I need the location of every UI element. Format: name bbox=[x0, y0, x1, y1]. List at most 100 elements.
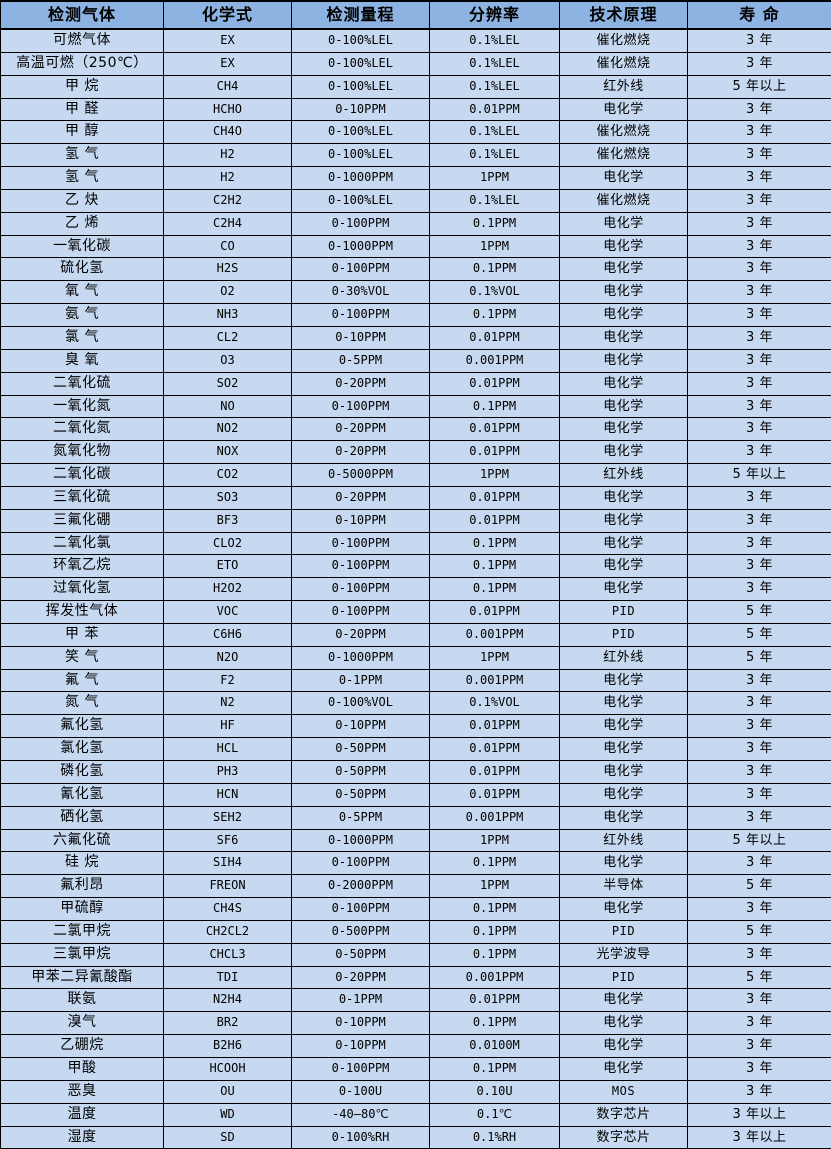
cell-tech: 数字芯片 bbox=[560, 1103, 688, 1126]
cell-life: 3 年 bbox=[688, 852, 831, 875]
cell-life: 5 年 bbox=[688, 646, 831, 669]
cell-gas: 挥发性气体 bbox=[1, 601, 164, 624]
cell-range: 0-1000PPM bbox=[292, 829, 430, 852]
cell-gas: 二氧化硫 bbox=[1, 372, 164, 395]
cell-tech: 红外线 bbox=[560, 646, 688, 669]
cell-tech: 电化学 bbox=[560, 532, 688, 555]
cell-formula: SO3 bbox=[164, 486, 292, 509]
cell-range: 0-10PPM bbox=[292, 326, 430, 349]
cell-range: 0-20PPM bbox=[292, 966, 430, 989]
column-header-range: 检测量程 bbox=[292, 1, 430, 29]
cell-tech: 电化学 bbox=[560, 1035, 688, 1058]
cell-range: 0-100%RH bbox=[292, 1126, 430, 1149]
cell-range: 0-1PPM bbox=[292, 669, 430, 692]
cell-res: 0.1PPM bbox=[430, 555, 560, 578]
cell-res: 0.01PPM bbox=[430, 98, 560, 121]
cell-life: 3 年 bbox=[688, 235, 831, 258]
cell-gas: 氨 气 bbox=[1, 304, 164, 327]
cell-formula: NH3 bbox=[164, 304, 292, 327]
cell-tech: 电化学 bbox=[560, 806, 688, 829]
cell-range: 0-50PPM bbox=[292, 783, 430, 806]
header-row: 检测气体 化学式 检测量程 分辨率 技术原理 寿 命 bbox=[1, 1, 831, 29]
cell-res: 0.01PPM bbox=[430, 372, 560, 395]
cell-tech: 电化学 bbox=[560, 989, 688, 1012]
cell-gas: 乙 烯 bbox=[1, 212, 164, 235]
cell-tech: 电化学 bbox=[560, 578, 688, 601]
cell-gas: 恶臭 bbox=[1, 1080, 164, 1103]
cell-gas: 硫化氢 bbox=[1, 258, 164, 281]
cell-life: 3 年 bbox=[688, 1057, 831, 1080]
cell-range: 0-5PPM bbox=[292, 349, 430, 372]
cell-life: 5 年以上 bbox=[688, 75, 831, 98]
cell-tech: 半导体 bbox=[560, 875, 688, 898]
cell-range: 0-100PPM bbox=[292, 555, 430, 578]
cell-formula: CL2 bbox=[164, 326, 292, 349]
cell-res: 0.1%LEL bbox=[430, 189, 560, 212]
cell-tech: 数字芯片 bbox=[560, 1126, 688, 1149]
cell-res: 0.01PPM bbox=[430, 989, 560, 1012]
cell-res: 0.1PPM bbox=[430, 395, 560, 418]
cell-gas: 六氟化硫 bbox=[1, 829, 164, 852]
cell-tech: 电化学 bbox=[560, 509, 688, 532]
cell-gas: 氯化氢 bbox=[1, 738, 164, 761]
cell-formula: CH4 bbox=[164, 75, 292, 98]
cell-range: 0-1000PPM bbox=[292, 167, 430, 190]
cell-formula: CH2CL2 bbox=[164, 920, 292, 943]
cell-tech: 催化燃烧 bbox=[560, 121, 688, 144]
cell-res: 1PPM bbox=[430, 235, 560, 258]
cell-gas: 臭 氧 bbox=[1, 349, 164, 372]
cell-gas: 氟化氢 bbox=[1, 715, 164, 738]
cell-tech: 电化学 bbox=[560, 235, 688, 258]
cell-formula: EX bbox=[164, 52, 292, 75]
cell-res: 0.001PPM bbox=[430, 966, 560, 989]
cell-formula: VOC bbox=[164, 601, 292, 624]
cell-formula: SO2 bbox=[164, 372, 292, 395]
cell-gas: 甲硫醇 bbox=[1, 898, 164, 921]
cell-gas: 磷化氢 bbox=[1, 761, 164, 784]
cell-range: 0-30%VOL bbox=[292, 281, 430, 304]
cell-range: 0-10PPM bbox=[292, 715, 430, 738]
cell-range: 0-1000PPM bbox=[292, 646, 430, 669]
cell-life: 3 年 bbox=[688, 326, 831, 349]
cell-life: 3 年 bbox=[688, 29, 831, 52]
cell-gas: 二氯甲烷 bbox=[1, 920, 164, 943]
cell-gas: 二氧化碳 bbox=[1, 464, 164, 487]
cell-range: 0-100%LEL bbox=[292, 29, 430, 52]
cell-life: 3 年 bbox=[688, 692, 831, 715]
cell-life: 5 年 bbox=[688, 875, 831, 898]
cell-life: 3 年 bbox=[688, 167, 831, 190]
cell-tech: 催化燃烧 bbox=[560, 29, 688, 52]
cell-life: 3 年 bbox=[688, 806, 831, 829]
cell-formula: B2H6 bbox=[164, 1035, 292, 1058]
cell-res: 0.1%LEL bbox=[430, 121, 560, 144]
cell-res: 0.01PPM bbox=[430, 509, 560, 532]
cell-range: 0-1PPM bbox=[292, 989, 430, 1012]
column-header-gas: 检测气体 bbox=[1, 1, 164, 29]
cell-formula: ETO bbox=[164, 555, 292, 578]
cell-formula: CH4S bbox=[164, 898, 292, 921]
cell-tech: PID bbox=[560, 623, 688, 646]
cell-tech: 电化学 bbox=[560, 486, 688, 509]
cell-formula: C2H2 bbox=[164, 189, 292, 212]
cell-res: 0.1PPM bbox=[430, 304, 560, 327]
cell-res: 0.1PPM bbox=[430, 852, 560, 875]
cell-res: 0.1PPM bbox=[430, 258, 560, 281]
